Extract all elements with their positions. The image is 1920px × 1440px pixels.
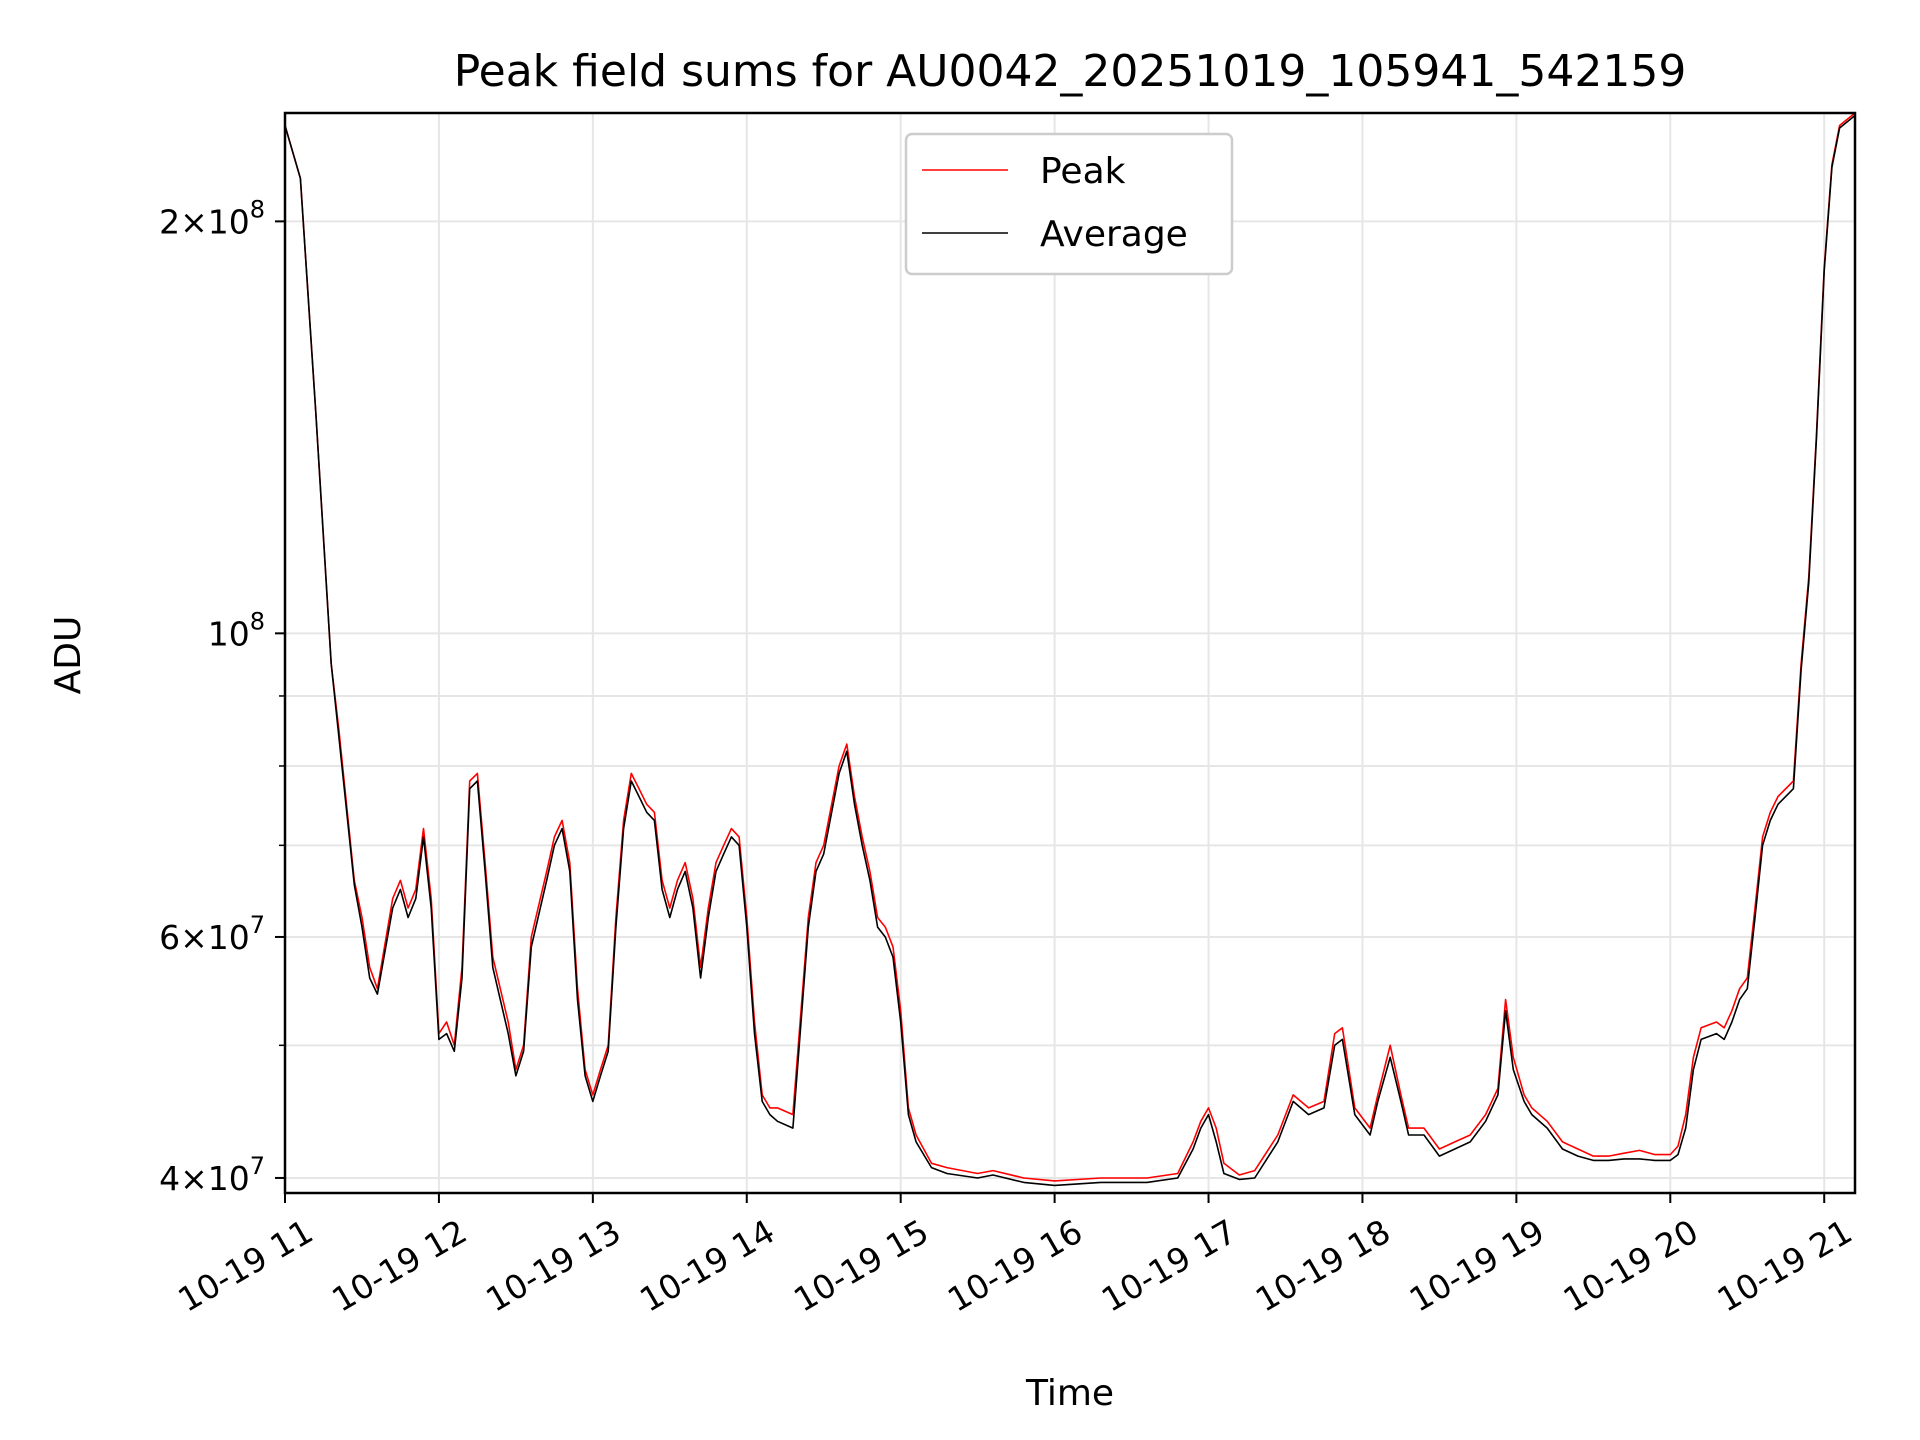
chart-title: Peak field sums for AU0042_20251019_1059… [454, 46, 1687, 97]
y-tick-exponent: 8 [250, 607, 265, 635]
y-axis-title: ADU [48, 616, 89, 695]
y-tick-base: 10 [208, 202, 250, 241]
y-tick-mantissa: 4 [159, 1159, 180, 1198]
series-line-peak [285, 113, 1855, 1182]
y-tick-base: 10 [208, 614, 250, 653]
y-tick-exponent: 7 [250, 911, 265, 939]
plot-frame [283, 111, 1857, 1195]
y-tick-mantissa: 2 [159, 202, 180, 241]
y-tick-exponent: 7 [250, 1152, 265, 1180]
y-tick-times: × [180, 918, 208, 957]
y-tick-times: × [180, 202, 208, 241]
y-tick-mantissa: 6 [159, 918, 180, 957]
legend-label-peak: Peak [1040, 151, 1126, 192]
y-tick-label: 108 [208, 607, 265, 653]
y-tick-label: 6×107 [159, 911, 265, 957]
legend: Peak Average [904, 132, 1234, 276]
y-tick-label: 4×107 [159, 1152, 265, 1198]
y-tick-exponent: 8 [250, 195, 265, 223]
series-line-average [285, 114, 1855, 1187]
y-tick-times: × [180, 1159, 208, 1198]
y-tick-base: 10 [208, 918, 250, 957]
legend-box [904, 132, 1234, 276]
series-layer [285, 113, 1855, 1187]
x-axis-title: Time [1025, 1373, 1114, 1414]
legend-label-average: Average [1040, 214, 1188, 255]
y-tick-label: 2×108 [159, 195, 265, 241]
y-tick-base: 10 [208, 1159, 250, 1198]
